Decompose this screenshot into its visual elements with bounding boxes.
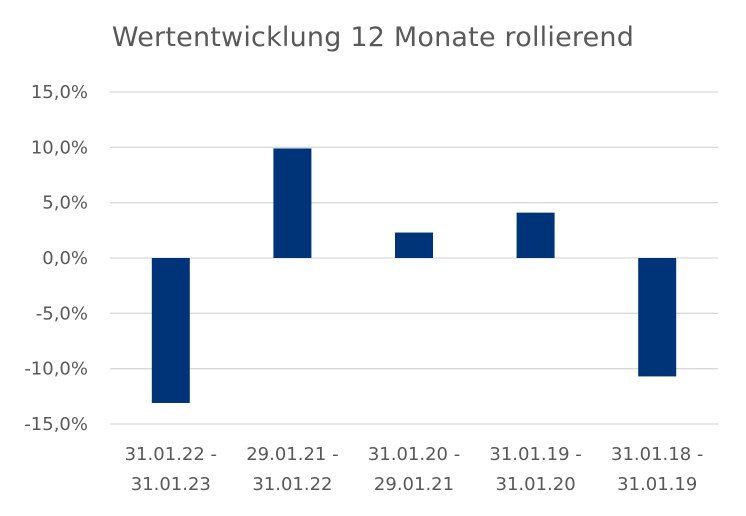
- x-tick-label: 31.01.18 -: [611, 444, 703, 465]
- y-tick-label: -15,0%: [24, 414, 88, 435]
- bar: [638, 258, 677, 377]
- y-tick-label: 10,0%: [31, 137, 88, 158]
- x-tick-label: 31.01.19 -: [489, 444, 581, 465]
- bar: [395, 232, 433, 258]
- x-tick-label: 31.01.23: [131, 474, 211, 495]
- bar: [516, 212, 555, 258]
- x-tick-label: 29.01.21 -: [246, 444, 338, 465]
- y-tick-label: -10,0%: [24, 359, 88, 380]
- x-tick-label: 31.01.22 -: [125, 444, 217, 465]
- y-tick-label: 0,0%: [42, 248, 88, 269]
- bar: [273, 148, 312, 258]
- y-tick-label: 5,0%: [42, 193, 88, 214]
- x-tick-label: 31.01.20: [496, 474, 576, 495]
- bar: [151, 258, 190, 403]
- y-tick-label: 15,0%: [31, 82, 88, 103]
- y-tick-label: -5,0%: [36, 303, 88, 324]
- x-tick-label: 29.01.21: [374, 474, 454, 495]
- x-tick-label: 31.01.19: [617, 474, 697, 495]
- chart-title: Wertentwicklung 12 Monate rollierend: [111, 22, 635, 53]
- x-tick-label: 31.01.20 -: [368, 444, 460, 465]
- x-tick-label: 31.01.22: [252, 474, 332, 495]
